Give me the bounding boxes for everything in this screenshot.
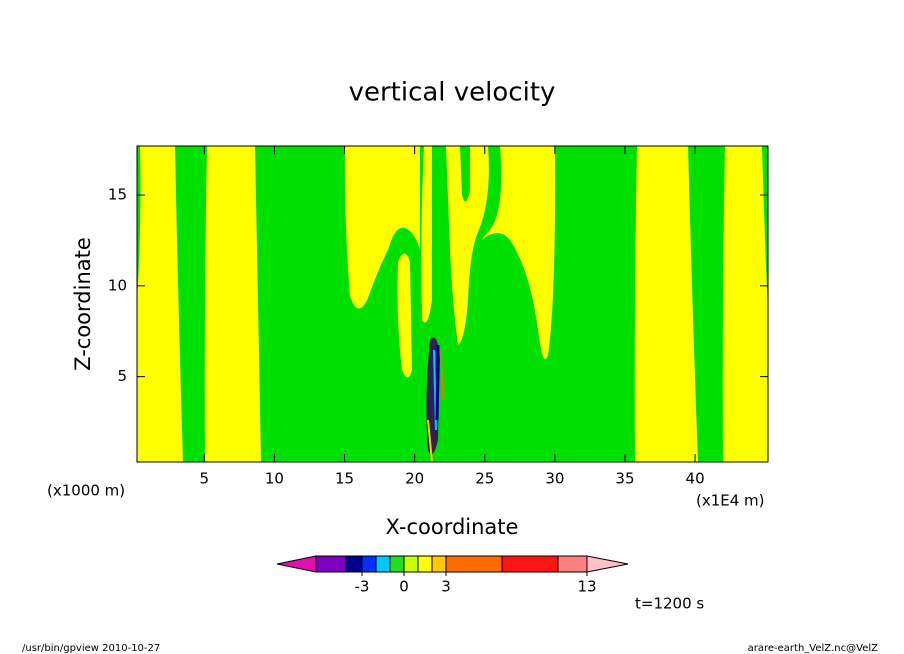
x-tick-label: 10	[265, 470, 284, 488]
x-tick-label: 15	[335, 470, 354, 488]
colorbar-tick-label: -3	[355, 578, 370, 596]
colorbar-segment	[361, 555, 377, 573]
colorbar-segment	[345, 555, 363, 573]
y-tick-label: 10	[108, 276, 127, 294]
colorbar-segment	[276, 555, 317, 573]
x-tick-label: 5	[200, 470, 210, 488]
colorbar-segment	[445, 555, 503, 573]
x-axis-label: X-coordinate	[386, 515, 519, 539]
plot-frame	[136, 145, 769, 463]
colorbar-segment	[586, 555, 629, 573]
y-tick-label: 5	[117, 367, 127, 385]
colorbar-segment	[403, 555, 419, 573]
time-label: t=1200 s	[635, 595, 704, 613]
footer: /usr/bin/gpview 2010-10-27	[22, 643, 160, 654]
colorbar-segment	[417, 555, 433, 573]
colorbar-tick-label: 0	[399, 578, 409, 596]
chart-title: vertical velocity	[349, 78, 556, 108]
y-tick-label: 15	[108, 186, 127, 204]
convective-core	[426, 337, 444, 462]
y-axis-label: Z-coordinate	[71, 237, 95, 371]
colorbar-segment	[557, 555, 588, 573]
x-tick-label: 35	[615, 470, 634, 488]
x-tick-label: 20	[405, 470, 424, 488]
colorbar-segment	[431, 555, 447, 573]
colorbar-segment	[315, 555, 347, 573]
colorbar-segment	[389, 555, 405, 573]
x-unit-label: (x1000 m)	[47, 482, 125, 500]
colorbar-tick-label: 3	[441, 578, 451, 596]
contour-fill	[137, 146, 768, 462]
colorbar-segment	[501, 555, 559, 573]
x-tick-label: 30	[545, 470, 564, 488]
contour-field	[137, 146, 768, 462]
footer: arare-earth_VelZ.nc@VelZ	[748, 643, 879, 654]
colorbar-tick-label: 13	[577, 578, 596, 596]
x-tick-label: 25	[475, 470, 494, 488]
x-unit-label: (x1E4 m)	[696, 492, 765, 510]
colorbar-segment	[375, 555, 391, 573]
x-tick-label: 40	[686, 470, 705, 488]
